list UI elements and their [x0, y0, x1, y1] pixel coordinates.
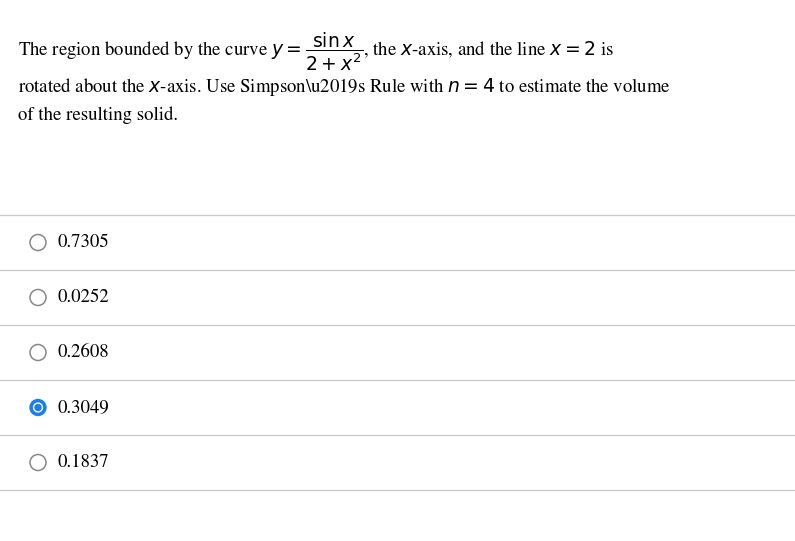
Text: of the resulting solid.: of the resulting solid.	[18, 106, 178, 124]
Circle shape	[30, 399, 46, 415]
Text: 0.2608: 0.2608	[58, 344, 110, 361]
Circle shape	[33, 403, 42, 412]
Text: The region bounded by the curve $y = \dfrac{\sin x}{2+x^{2}}$, the $x$-axis, and: The region bounded by the curve $y = \df…	[18, 31, 614, 74]
Text: 0.1837: 0.1837	[58, 454, 110, 471]
Circle shape	[35, 405, 41, 411]
Text: rotated about the $x$-axis. Use Simpson\u2019s Rule with $n = 4$ to estimate the: rotated about the $x$-axis. Use Simpson\…	[18, 76, 671, 98]
Text: 0.3049: 0.3049	[58, 399, 110, 416]
Text: 0.0252: 0.0252	[58, 289, 110, 306]
Text: 0.7305: 0.7305	[58, 234, 110, 251]
